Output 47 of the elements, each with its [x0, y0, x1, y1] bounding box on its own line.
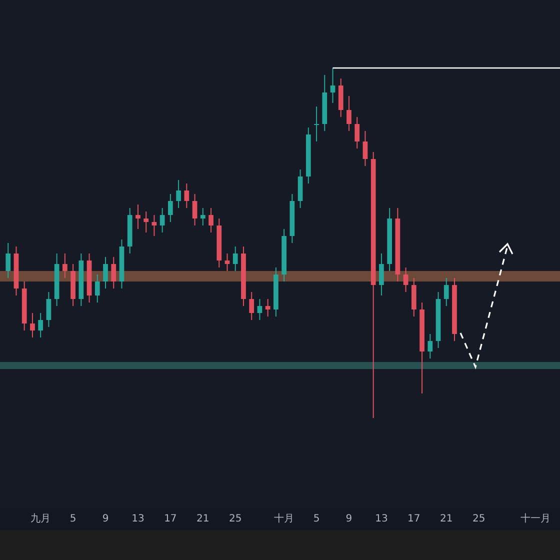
x-tick-label: 21 — [440, 514, 453, 525]
candlestick — [184, 183, 190, 208]
candlestick — [46, 292, 52, 328]
candlestick — [176, 180, 181, 208]
candlestick — [136, 204, 140, 230]
candlestick — [444, 278, 449, 306]
candlestick — [30, 312, 35, 338]
x-tick-label: 25 — [472, 514, 486, 525]
x-tick-label: 13 — [375, 514, 388, 525]
candlestick — [346, 96, 352, 132]
x-tick-label: 9 — [346, 514, 352, 525]
x-tick-label: 十月 — [274, 512, 294, 525]
candlestick — [249, 292, 254, 320]
candlestick — [224, 253, 230, 272]
candlestick — [379, 253, 384, 296]
x-tick-label: 13 — [132, 514, 144, 525]
candlestick — [111, 256, 116, 289]
candlestick — [354, 116, 360, 149]
x-tick-label: 5 — [313, 514, 320, 525]
x-tick-label: 17 — [164, 514, 177, 525]
candlestick — [208, 208, 214, 233]
candlestick — [403, 267, 408, 292]
x-tick-label: 9 — [102, 514, 109, 525]
candlestick — [160, 208, 165, 233]
candlestick — [362, 130, 368, 166]
x-tick-label: 17 — [408, 514, 420, 525]
candlestick — [232, 246, 238, 272]
candlestick — [330, 68, 336, 104]
candlestick — [314, 106, 319, 142]
candlestick — [62, 253, 68, 278]
candlestick — [192, 194, 198, 226]
candlestick — [200, 208, 206, 226]
x-tick-label: 21 — [196, 514, 210, 525]
x-tick-label: 5 — [70, 514, 76, 525]
candlestick — [428, 334, 433, 359]
candlestick — [103, 256, 108, 289]
candlestick — [152, 214, 157, 236]
candlestick — [6, 242, 11, 278]
x-tick-label: 25 — [228, 514, 242, 525]
candlestick — [38, 312, 44, 338]
candlestick — [257, 298, 262, 320]
candlestick — [168, 194, 173, 222]
candlestick — [265, 298, 270, 317]
candlestick — [144, 211, 149, 233]
x-tick-label: 九月 — [30, 512, 51, 525]
candlestick — [94, 274, 100, 303]
x-tick-label: 十一月 — [520, 512, 551, 525]
